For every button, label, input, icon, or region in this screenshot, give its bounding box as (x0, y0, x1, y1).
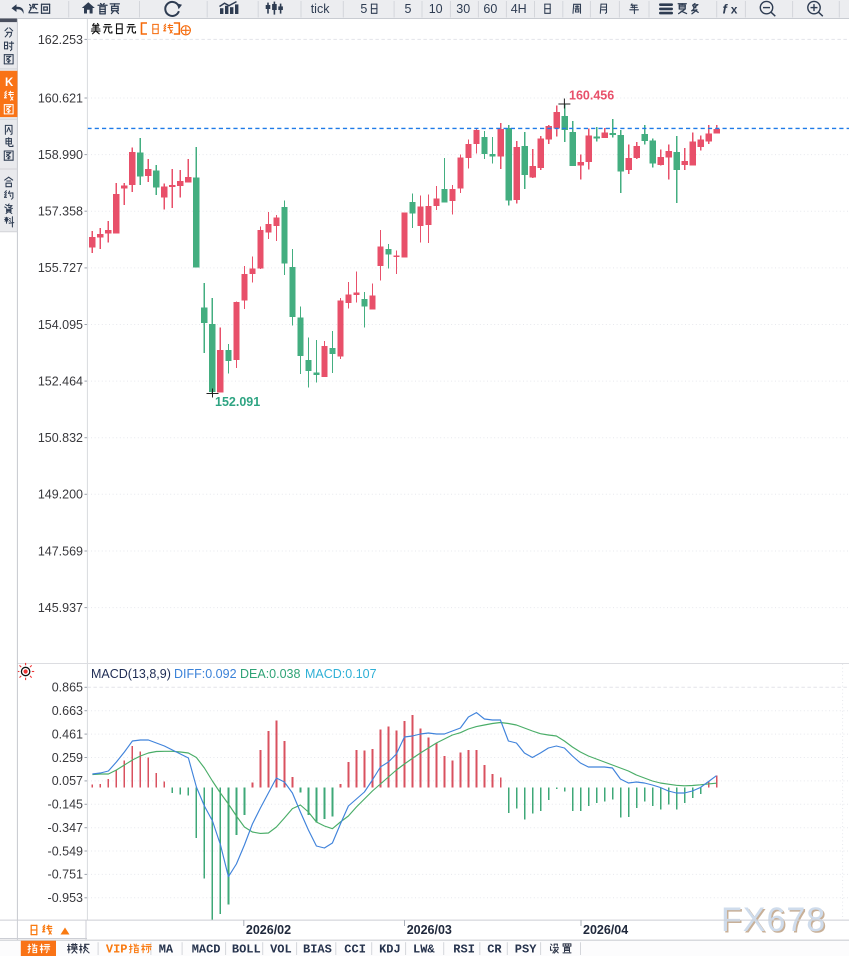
svg-text:2026/03: 2026/03 (407, 923, 452, 937)
svg-text:f: f (723, 2, 729, 17)
svg-text:0.057: 0.057 (52, 774, 83, 788)
svg-text:155.727: 155.727 (38, 261, 83, 275)
svg-text:-0.347: -0.347 (48, 821, 83, 835)
svg-text:CCI: CCI (344, 943, 366, 956)
svg-text:30: 30 (456, 2, 470, 16)
svg-text:145.937: 145.937 (38, 601, 83, 615)
svg-text:x: x (731, 3, 738, 17)
svg-text:160.621: 160.621 (38, 91, 83, 105)
svg-text:MACD:0.107: MACD:0.107 (305, 667, 377, 681)
svg-text:VIP: VIP (106, 943, 128, 956)
svg-text:147.569: 147.569 (38, 544, 83, 558)
svg-text:152.091: 152.091 (215, 395, 260, 409)
svg-text:5: 5 (405, 2, 412, 16)
svg-text:tick: tick (311, 2, 331, 16)
svg-text:154.095: 154.095 (38, 318, 83, 332)
svg-text:DEA:0.038: DEA:0.038 (240, 667, 301, 681)
svg-text:0.259: 0.259 (52, 751, 83, 765)
svg-text:0.865: 0.865 (52, 681, 83, 695)
svg-text:60: 60 (483, 2, 497, 16)
svg-text:BOLL: BOLL (232, 943, 261, 956)
svg-text:150.832: 150.832 (38, 431, 83, 445)
svg-text:0.663: 0.663 (52, 704, 83, 718)
svg-text:2026/02: 2026/02 (246, 923, 291, 937)
svg-text:152.464: 152.464 (38, 374, 83, 388)
svg-text:FX678: FX678 (723, 903, 828, 941)
svg-text:CR: CR (487, 943, 502, 956)
svg-text:-0.751: -0.751 (48, 868, 83, 882)
svg-text:MACD(13,8,9): MACD(13,8,9) (91, 667, 171, 681)
svg-text:5: 5 (360, 2, 367, 16)
svg-text:157.358: 157.358 (38, 205, 83, 219)
svg-text:158.990: 158.990 (38, 148, 83, 162)
svg-text:VOL: VOL (270, 943, 292, 956)
svg-text:4H: 4H (511, 2, 527, 16)
svg-text:MACD: MACD (192, 943, 221, 956)
svg-text:149.200: 149.200 (38, 488, 83, 502)
svg-text:-0.145: -0.145 (48, 798, 83, 812)
svg-text:2026/04: 2026/04 (583, 923, 628, 937)
svg-text:MA: MA (159, 943, 174, 956)
svg-text:160.456: 160.456 (569, 89, 614, 103)
svg-text:162.253: 162.253 (38, 33, 83, 47)
svg-text:0.461: 0.461 (52, 727, 83, 741)
svg-text:LW&: LW& (413, 943, 435, 956)
svg-text:RSI: RSI (453, 943, 475, 956)
svg-text:PSY: PSY (515, 943, 537, 956)
svg-text:DIFF:0.092: DIFF:0.092 (174, 667, 237, 681)
svg-text:KDJ: KDJ (379, 943, 401, 956)
svg-text:-0.953: -0.953 (48, 891, 83, 905)
svg-text:10: 10 (429, 2, 443, 16)
svg-text:K: K (5, 77, 14, 89)
svg-text:BIAS: BIAS (303, 943, 332, 956)
svg-text:-0.549: -0.549 (48, 844, 83, 858)
